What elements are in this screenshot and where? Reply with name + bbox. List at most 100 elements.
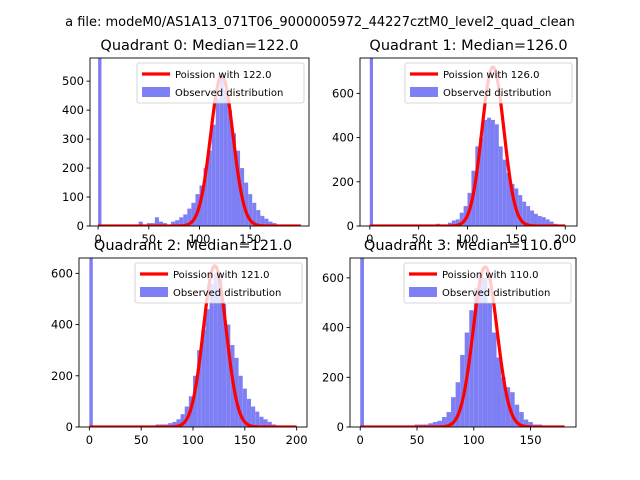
legend-label-observed: Observed distribution	[443, 88, 551, 99]
legend-bar-swatch	[142, 87, 170, 97]
x-tick-label: 150	[505, 232, 527, 246]
histogram-bar	[89, 258, 93, 427]
histogram-bar	[491, 332, 497, 427]
histogram-bar	[219, 75, 224, 226]
y-tick-label: 200	[332, 175, 354, 189]
y-tick-label: 600	[332, 86, 354, 100]
legend-label-poisson: Poission with 110.0	[442, 270, 538, 281]
histogram-bar	[545, 219, 550, 226]
histogram-bar	[455, 382, 461, 427]
chart-panel-1: 0 50 100 150 200 0 200 400 600 Poission with 126.…	[332, 38, 578, 246]
histogram-bar	[242, 388, 247, 427]
histogram-bar	[256, 210, 261, 226]
x-tick-label: 0	[94, 232, 101, 246]
histogram-bar	[496, 357, 502, 427]
legend-box	[134, 262, 303, 304]
histogram-bar	[487, 302, 492, 427]
x-tick-label: 200	[554, 232, 576, 246]
histogram-bar	[171, 221, 176, 226]
histogram-bar	[510, 184, 515, 226]
histogram-bar	[158, 221, 163, 226]
chart-panel-0: 0 50 100 150 0 100 200 300 400 500 Poission with 1…	[62, 38, 310, 246]
histogram-bar	[238, 375, 243, 427]
histogram-bar	[502, 159, 507, 226]
histogram-bar	[475, 146, 480, 226]
legend-label-poisson: Poission with 121.0	[173, 270, 269, 281]
chart-title: Quadrant 3: Median=110.0	[364, 238, 562, 254]
histogram-bar	[193, 375, 198, 427]
y-tick-label: 500	[62, 74, 84, 88]
histogram-bar	[248, 194, 253, 226]
histogram-bar	[446, 412, 452, 427]
y-tick-label: 600	[51, 266, 73, 280]
y-tick-label: 400	[322, 321, 344, 335]
histogram-bar	[255, 411, 260, 427]
y-tick-label: 400	[51, 318, 73, 332]
x-tick-label: 0	[357, 433, 364, 447]
chart-title: Quadrant 0: Median=122.0	[100, 38, 298, 54]
histogram-bar	[432, 422, 438, 427]
histogram-bar	[180, 414, 185, 427]
x-tick-label: 50	[411, 232, 426, 246]
histogram-bar	[537, 216, 542, 226]
histogram-bar	[183, 214, 188, 226]
x-tick-label: 100	[457, 232, 479, 246]
legend-bar-swatch	[140, 287, 168, 297]
histogram-bar	[528, 422, 533, 427]
y-tick-label: 0	[66, 420, 73, 434]
chart-panel-3: 0 50 100 150 0 200 400 600 Poission with 110.0 Ob…	[322, 238, 577, 447]
histogram-bar	[514, 404, 520, 427]
legend-bar-swatch	[410, 87, 438, 97]
histogram-bar	[533, 213, 538, 226]
histogram-bar	[236, 150, 241, 226]
y-tick-label: 100	[62, 190, 84, 204]
histogram-bar	[518, 195, 523, 226]
histogram-bar	[197, 350, 202, 427]
x-tick-label: 50	[134, 433, 149, 447]
chart-title: Quadrant 1: Median=126.0	[369, 38, 567, 54]
histogram-bar	[203, 168, 208, 226]
legend-bar-swatch	[409, 287, 437, 297]
histogram-bar	[268, 221, 273, 226]
histogram-bar	[187, 208, 192, 226]
histogram-bar	[199, 185, 204, 226]
histogram-bar	[231, 133, 236, 226]
figure-suptitle: a file: modeM0/AS1A13_071T06_9000005972_…	[65, 15, 575, 30]
histogram-bar	[541, 217, 546, 226]
histogram-bar	[172, 421, 177, 427]
histogram-bar	[264, 218, 269, 226]
histogram-bar	[260, 215, 265, 226]
histogram-bar	[226, 324, 231, 427]
x-tick-label: 50	[141, 232, 156, 246]
histogram-bar	[209, 283, 214, 427]
histogram-bar	[217, 275, 223, 427]
y-tick-label: 400	[62, 103, 84, 117]
histogram-bar	[482, 277, 488, 427]
histogram-bar	[227, 110, 232, 226]
histogram-bar	[441, 417, 447, 427]
histogram-bar	[360, 258, 364, 427]
histogram-bar	[506, 172, 511, 226]
histogram-bar	[428, 423, 433, 427]
histogram-bar	[251, 406, 256, 427]
x-tick-label: 50	[410, 433, 425, 447]
histogram-bar	[168, 423, 173, 427]
histogram-bar	[154, 217, 159, 226]
histogram-bar	[490, 119, 495, 226]
histogram-bar	[246, 398, 252, 427]
histogram-bar	[451, 397, 456, 427]
histogram-bar	[455, 219, 460, 226]
axes-frame	[359, 57, 578, 227]
histogram-bar	[234, 357, 239, 427]
y-tick-label: 200	[322, 370, 344, 384]
histogram-bar	[459, 212, 464, 226]
legend-label-poisson: Poission with 122.0	[175, 70, 271, 81]
histogram-bar	[259, 416, 264, 427]
y-tick-label: 200	[62, 161, 84, 175]
histogram-bar	[267, 421, 272, 427]
legend-box	[136, 62, 305, 104]
x-tick-label: 150	[239, 232, 261, 246]
y-tick-label: 0	[347, 219, 354, 233]
legend-label-poisson: Poission with 126.0	[443, 70, 539, 81]
